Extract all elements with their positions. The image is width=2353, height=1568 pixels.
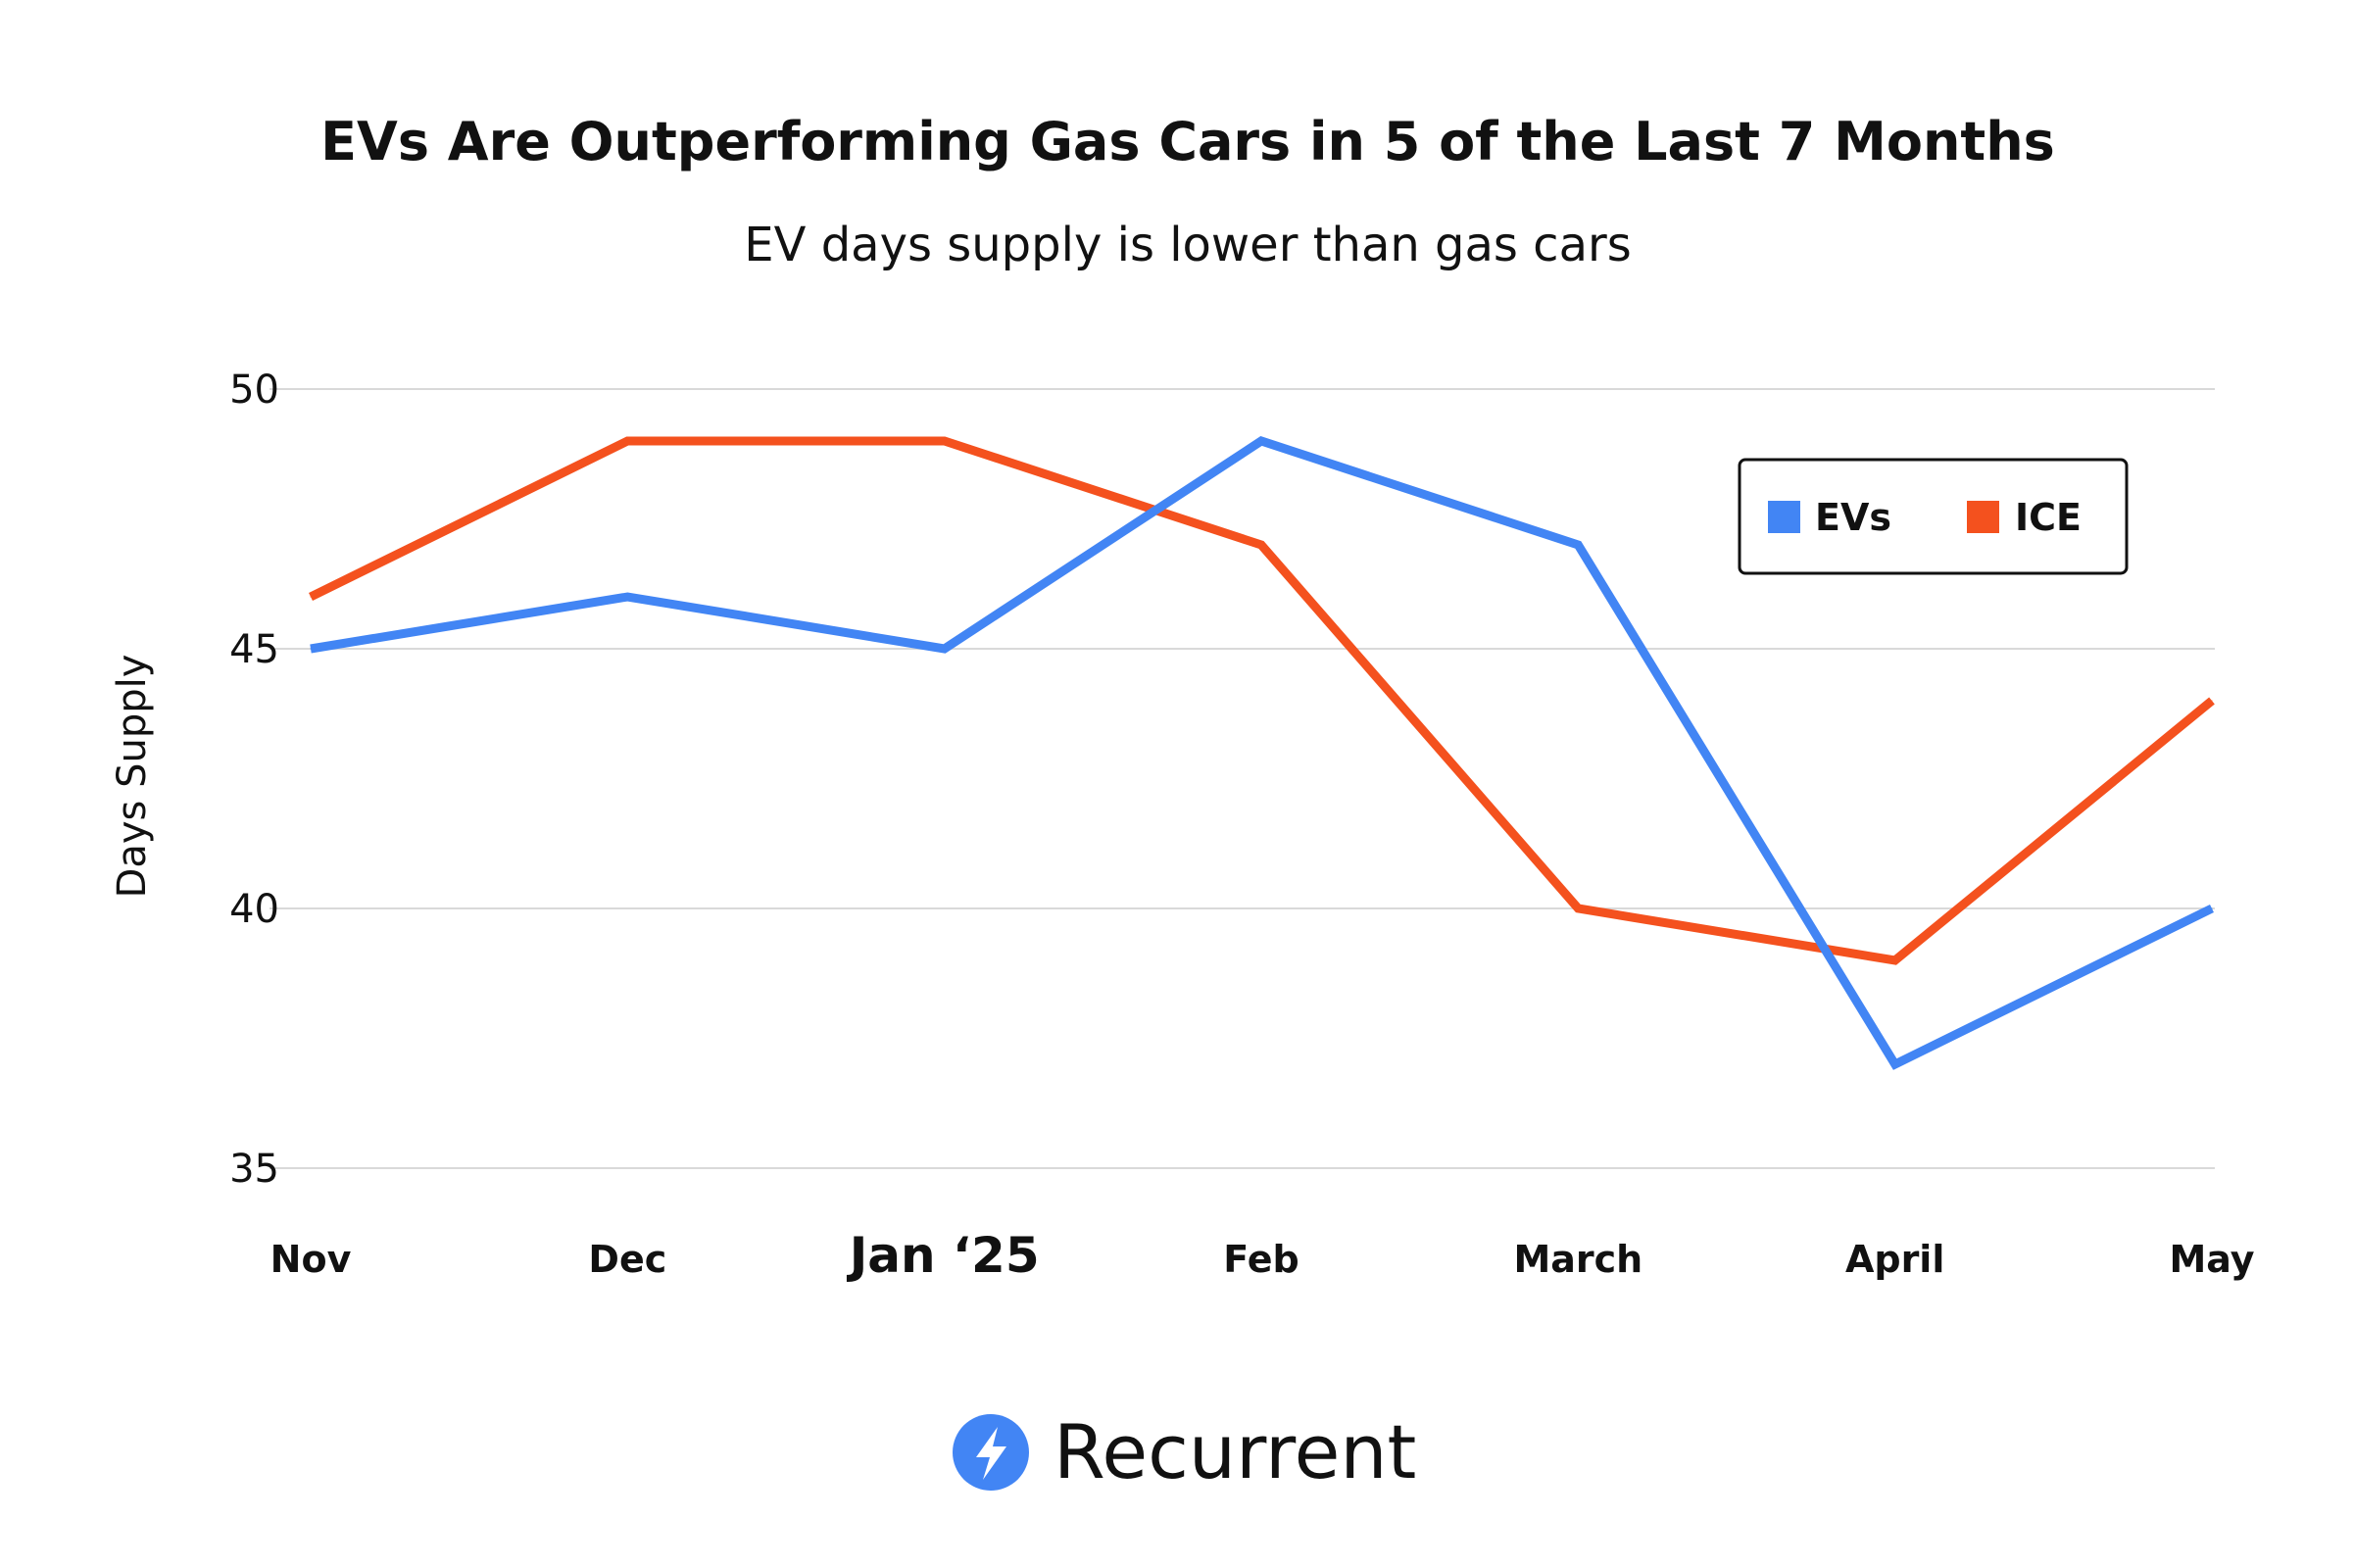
data-point-evs	[1894, 1063, 1896, 1065]
data-point-evs	[626, 596, 628, 598]
data-point-evs	[1260, 440, 1262, 442]
data-point-ice	[310, 596, 312, 598]
y-tick-label: 50	[229, 368, 279, 413]
data-point-evs	[310, 648, 312, 650]
chart-title: EVs Are Outperforming Gas Cars in 5 of t…	[320, 111, 2055, 172]
data-point-ice	[1894, 959, 1896, 961]
data-point-evs	[944, 648, 946, 650]
x-tick-label: Nov	[270, 1238, 352, 1281]
data-point-ice	[626, 440, 628, 442]
data-point-ice	[2211, 700, 2213, 702]
x-tick-label: April	[1845, 1238, 1944, 1281]
legend-swatch-ice	[1967, 501, 1999, 533]
brand-name: Recurrent	[1054, 1408, 1416, 1495]
x-tick-label: March	[1513, 1238, 1642, 1281]
x-tick-label: Jan ‘25	[847, 1227, 1040, 1284]
y-tick-label: 35	[229, 1147, 279, 1192]
legend-box	[1738, 458, 2129, 575]
chart-subtitle: EV days supply is lower than gas cars	[744, 218, 1631, 272]
data-point-evs	[2211, 907, 2213, 909]
legend-swatch-evs	[1768, 501, 1800, 533]
legend-label-evs: EVs	[1815, 496, 1891, 539]
x-tick-label: Dec	[588, 1238, 666, 1281]
data-point-ice	[1260, 544, 1262, 546]
lightning-bolt-glyph	[976, 1427, 1006, 1480]
x-tick-label: Feb	[1223, 1238, 1299, 1281]
legend-label-ice: ICE	[2015, 496, 2082, 539]
data-point-ice	[1577, 907, 1579, 909]
data-point-evs	[1577, 544, 1579, 546]
y-axis-label: Days Supply	[110, 655, 155, 899]
legend: EVs ICE	[1738, 458, 2129, 575]
y-tick-label: 45	[229, 627, 279, 672]
series-lines	[309, 436, 2215, 1070]
y-tick-labels: 35 40 45 50	[229, 368, 279, 1192]
brand-logo: Recurrent	[953, 1408, 1416, 1495]
data-point-ice	[944, 440, 946, 442]
x-tick-labels: Nov Dec Jan ‘25 Feb March April May	[270, 1227, 2255, 1284]
y-tick-label: 40	[229, 887, 279, 932]
x-tick-label: May	[2169, 1238, 2254, 1281]
gridlines	[270, 388, 2215, 1169]
